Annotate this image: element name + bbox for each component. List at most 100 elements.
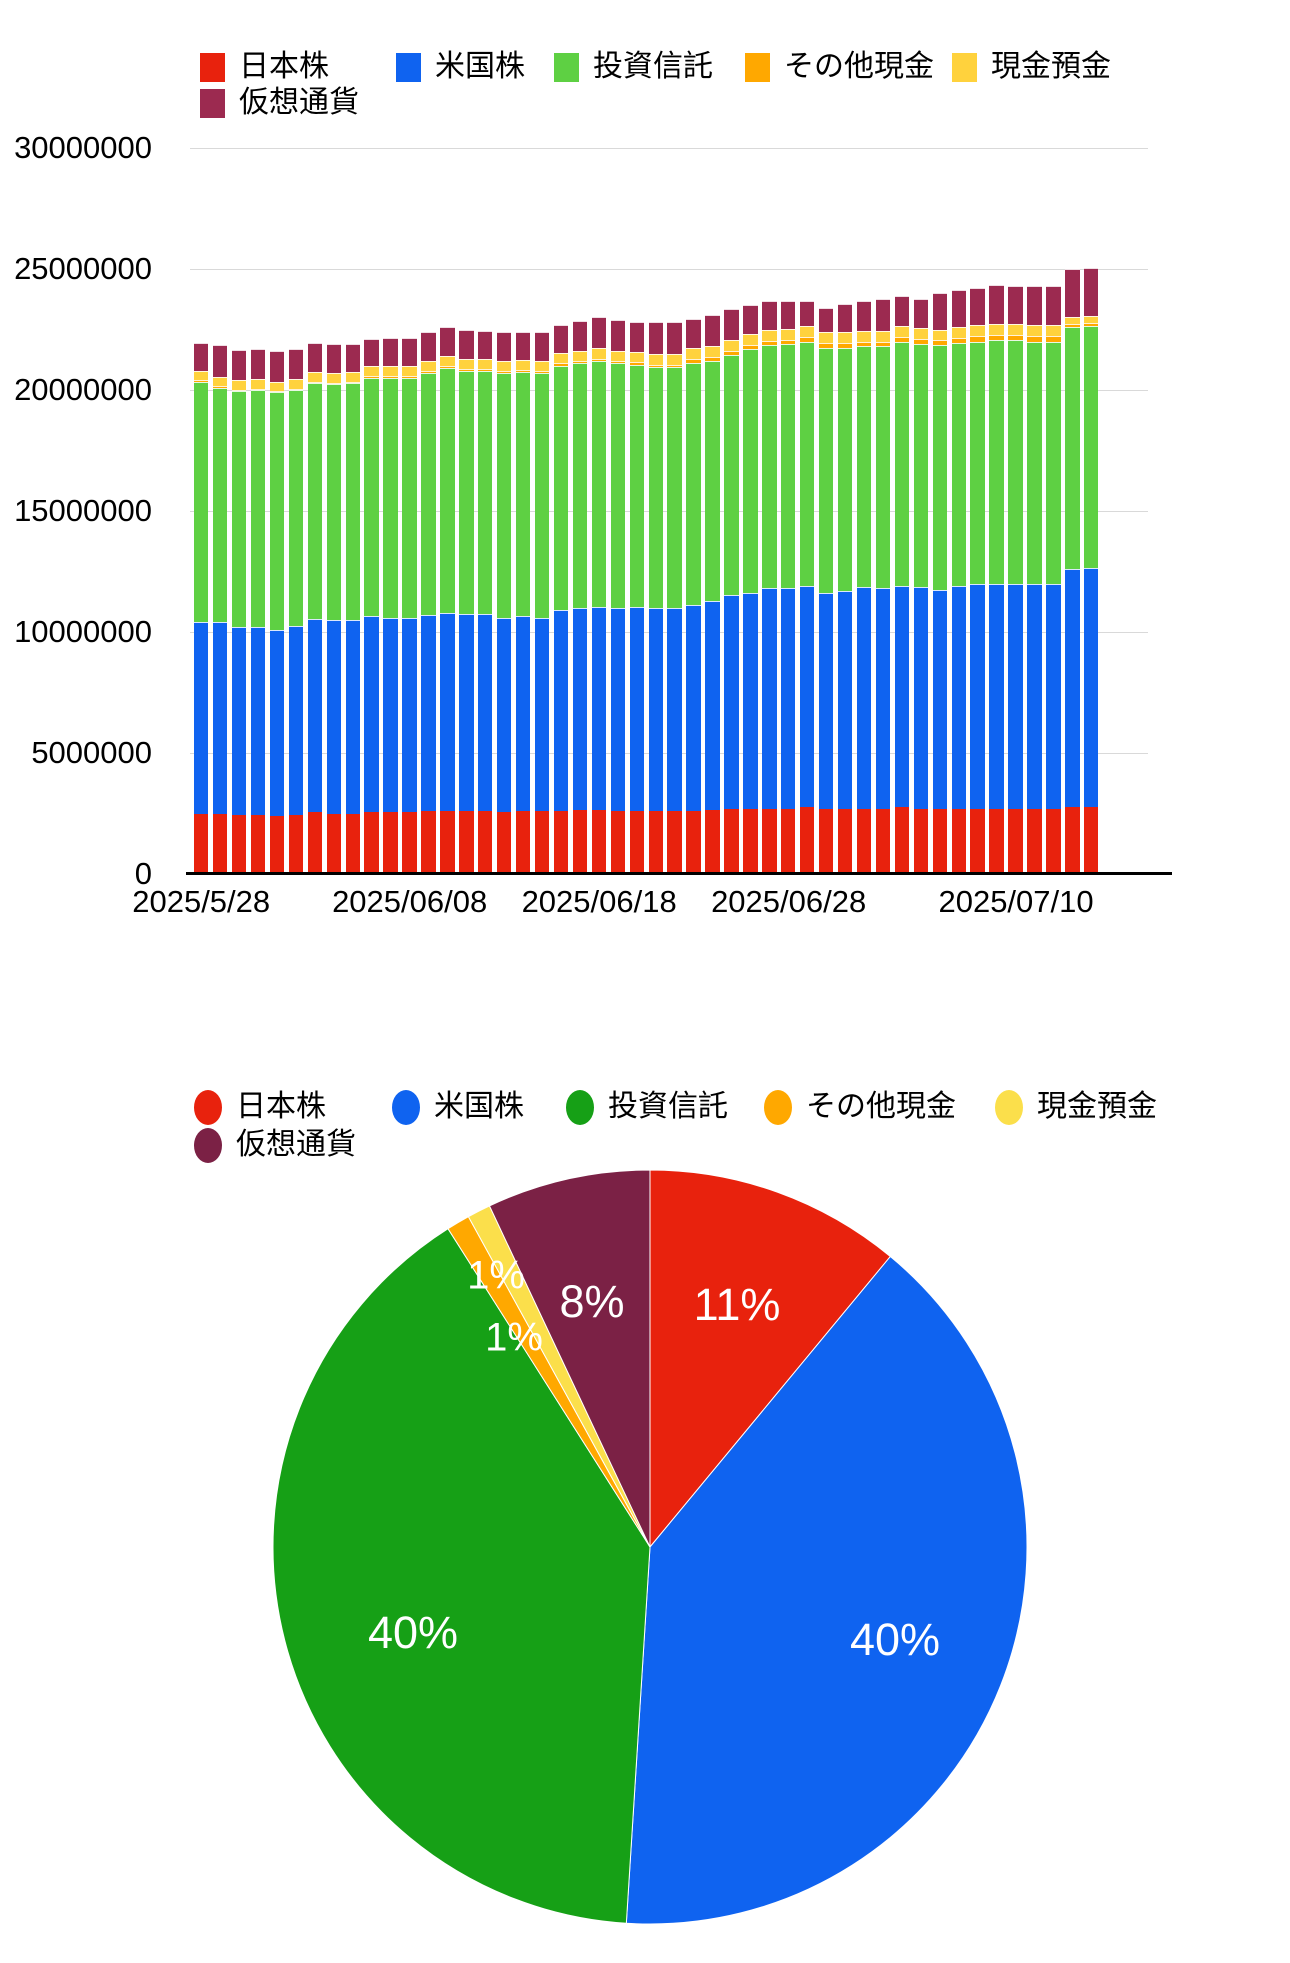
bar-segment[interactable]: [724, 808, 739, 874]
bar-segment[interactable]: [591, 606, 607, 810]
bar-segment[interactable]: [364, 616, 379, 813]
bar-segment[interactable]: [648, 811, 663, 874]
bar-segment[interactable]: [610, 319, 626, 351]
bar-segment[interactable]: [269, 392, 285, 630]
bar-segment[interactable]: [515, 331, 531, 360]
bar-segment[interactable]: [837, 347, 853, 591]
bar-segment[interactable]: [1008, 583, 1023, 809]
bar-segment[interactable]: [402, 338, 417, 366]
bar-segment[interactable]: [402, 365, 417, 376]
bar-segment[interactable]: [856, 300, 872, 331]
bar-segment[interactable]: [1046, 336, 1061, 342]
bar-segment[interactable]: [288, 390, 304, 626]
stacked-bar[interactable]: [932, 293, 947, 874]
bar-segment[interactable]: [932, 808, 947, 874]
bar-segment[interactable]: [478, 358, 493, 369]
stacked-bar[interactable]: [591, 317, 607, 874]
bar-segment[interactable]: [856, 808, 872, 874]
bar-segment[interactable]: [762, 808, 777, 874]
bar-segment[interactable]: [743, 593, 758, 809]
bar-segment[interactable]: [762, 330, 777, 341]
stacked-bar[interactable]: [1084, 267, 1099, 874]
bar-segment[interactable]: [875, 299, 891, 331]
pie-slice[interactable]: [488, 1169, 651, 1548]
bar-segment[interactable]: [534, 361, 550, 372]
bar-segment[interactable]: [212, 345, 228, 377]
bar-segment[interactable]: [383, 812, 398, 874]
bar-segment[interactable]: [591, 358, 607, 361]
stacked-bar[interactable]: [383, 338, 398, 874]
bar-segment[interactable]: [497, 361, 512, 372]
stacked-bar[interactable]: [705, 315, 720, 874]
bar-segment[interactable]: [781, 344, 796, 589]
bar-segment[interactable]: [1008, 286, 1023, 325]
bar-segment[interactable]: [648, 354, 663, 365]
bar-segment[interactable]: [459, 368, 474, 371]
bar-segment[interactable]: [194, 380, 209, 382]
stacked-bar[interactable]: [762, 300, 777, 874]
bar-segment[interactable]: [231, 380, 247, 391]
bar-segment[interactable]: [345, 344, 360, 372]
bar-segment[interactable]: [250, 388, 266, 391]
bar-segment[interactable]: [345, 381, 360, 383]
bar-segment[interactable]: [686, 359, 701, 364]
stacked-bar[interactable]: [440, 327, 455, 874]
bar-segment[interactable]: [383, 377, 398, 618]
bar-segment[interactable]: [421, 811, 436, 874]
bar-segment[interactable]: [307, 618, 323, 813]
bar-segment[interactable]: [1008, 340, 1023, 584]
stacked-bar[interactable]: [534, 331, 550, 874]
bar-segment[interactable]: [534, 373, 550, 618]
bar-segment[interactable]: [648, 322, 663, 355]
bar-segment[interactable]: [383, 338, 398, 366]
bar-segment[interactable]: [553, 811, 569, 874]
bar-segment[interactable]: [932, 329, 947, 341]
stacked-bar[interactable]: [875, 299, 891, 874]
bar-segment[interactable]: [326, 619, 341, 814]
bar-segment[interactable]: [345, 382, 360, 620]
bar-segment[interactable]: [478, 370, 493, 614]
bar-segment[interactable]: [231, 627, 247, 815]
bar-segment[interactable]: [894, 325, 910, 337]
bar-segment[interactable]: [610, 350, 626, 362]
bar-segment[interactable]: [894, 336, 910, 342]
bar-segment[interactable]: [1065, 323, 1080, 328]
bar-segment[interactable]: [591, 809, 607, 874]
bar-segment[interactable]: [1027, 341, 1042, 584]
stacked-bar[interactable]: [686, 318, 701, 874]
bar-segment[interactable]: [818, 342, 834, 348]
bar-segment[interactable]: [402, 617, 417, 813]
bar-segment[interactable]: [932, 293, 947, 330]
bar-segment[interactable]: [762, 340, 777, 346]
bar-segment[interactable]: [1027, 808, 1042, 874]
stacked-bar[interactable]: [913, 299, 929, 874]
bar-segment[interactable]: [212, 813, 228, 874]
bar-segment[interactable]: [572, 321, 588, 351]
bar-segment[interactable]: [913, 339, 929, 345]
bar-segment[interactable]: [421, 373, 436, 616]
bar-segment[interactable]: [194, 381, 209, 623]
bar-segment[interactable]: [629, 364, 644, 607]
stacked-bar[interactable]: [288, 348, 304, 874]
bar-segment[interactable]: [667, 811, 682, 874]
bar-segment[interactable]: [1046, 286, 1061, 326]
bar-segment[interactable]: [970, 325, 985, 337]
bar-segment[interactable]: [610, 361, 626, 364]
bar-segment[interactable]: [250, 348, 266, 380]
bar-segment[interactable]: [894, 341, 910, 587]
bar-segment[interactable]: [534, 371, 550, 374]
bar-segment[interactable]: [478, 811, 493, 874]
bar-segment[interactable]: [478, 330, 493, 359]
bar-segment[interactable]: [913, 299, 929, 329]
bar-segment[interactable]: [307, 371, 323, 382]
bar-segment[interactable]: [440, 368, 455, 613]
stacked-bar[interactable]: [478, 330, 493, 874]
bar-segment[interactable]: [515, 616, 531, 812]
bar-segment[interactable]: [724, 594, 739, 809]
bar-segment[interactable]: [269, 351, 285, 382]
bar-segment[interactable]: [705, 356, 720, 361]
bar-segment[interactable]: [1008, 335, 1023, 341]
bar-segment[interactable]: [762, 345, 777, 589]
stacked-bar[interactable]: [269, 351, 285, 874]
bar-segment[interactable]: [686, 811, 701, 874]
